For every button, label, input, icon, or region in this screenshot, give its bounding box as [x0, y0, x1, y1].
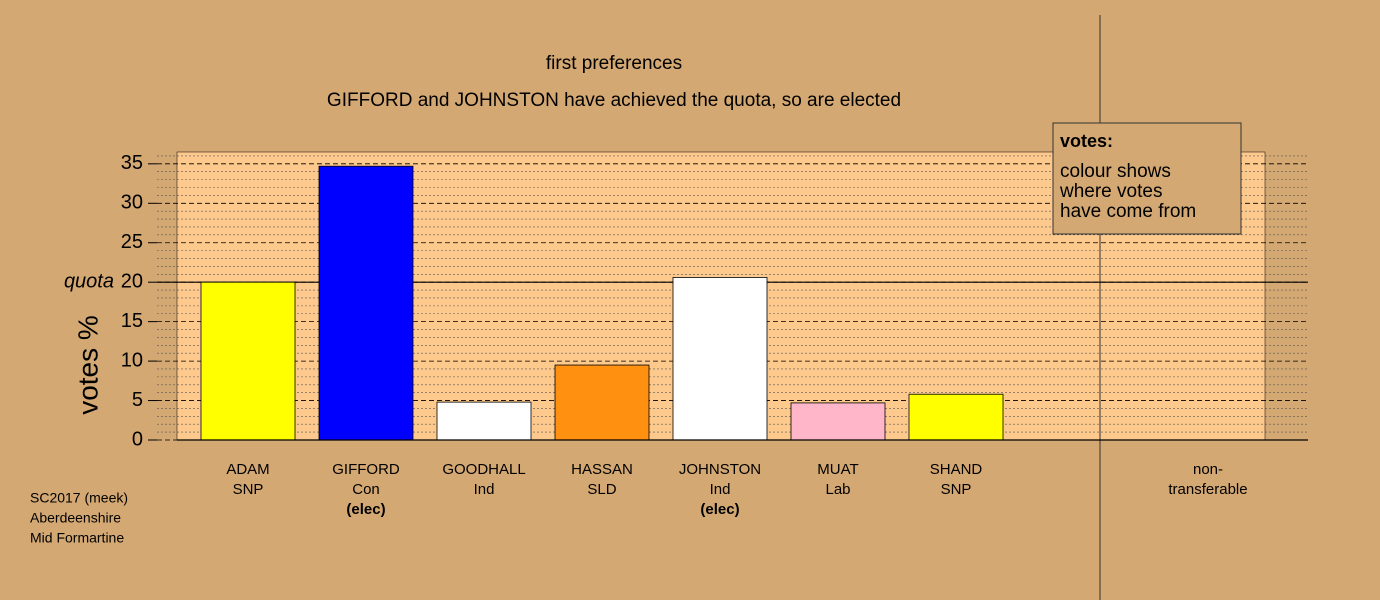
y-tick-label: 25 — [121, 231, 143, 253]
x-tick-label: JOHNSTON — [679, 461, 761, 478]
bar — [318, 165, 414, 441]
chart-subtitle: GIFFORD and JOHNSTON have achieved the q… — [327, 90, 901, 111]
quota-label: quota — [64, 270, 114, 292]
legend-text: have come from — [1060, 201, 1196, 222]
bar — [908, 393, 1004, 441]
party-label: Lab — [825, 481, 850, 498]
legend-text: where votes — [1059, 181, 1162, 202]
party-label: SLD — [587, 481, 616, 498]
y-tick-label: 5 — [132, 389, 143, 411]
party-label: Con — [352, 481, 380, 498]
y-tick-label: 20 — [121, 270, 143, 292]
bar — [436, 401, 532, 441]
legend-text: colour shows — [1060, 161, 1171, 182]
party-label: SNP — [941, 481, 972, 498]
bar — [200, 281, 296, 441]
party-label: Ind — [474, 481, 495, 498]
footer: Aberdeenshire — [30, 510, 121, 526]
footer: Mid Formartine — [30, 530, 124, 546]
plot: 0 5 10 15 20 25 30 35 quota ADAM SNP GIFFORD Con (ele… — [64, 152, 1308, 518]
legend-box — [1052, 122, 1242, 235]
x-tick-label: GOODHALL — [442, 461, 525, 478]
x-tick-label: non-transferable — [1168, 461, 1247, 498]
chart-title: first preferences — [546, 53, 682, 74]
y-tick-label: 15 — [121, 310, 143, 332]
elected-note: (elec) — [346, 501, 385, 518]
x-tick-label: GIFFORD — [332, 461, 400, 478]
y-tick-label: 35 — [121, 152, 143, 174]
x-tick-label: MUAT — [817, 461, 858, 478]
y-axis-label: votes % — [72, 315, 103, 415]
bar — [672, 277, 768, 441]
x-tick-label: SHAND — [930, 461, 983, 478]
elected-note: (elec) — [700, 501, 739, 518]
y-tick-label: 30 — [121, 192, 143, 214]
y-tick-label: 10 — [121, 349, 143, 371]
bar — [554, 364, 650, 441]
x-tick-label: HASSAN — [571, 461, 633, 478]
x-tick-label: ADAM — [226, 461, 269, 478]
bar — [790, 402, 886, 441]
party-label: SNP — [233, 481, 264, 498]
party-label: Ind — [710, 481, 731, 498]
legend-title: votes: — [1060, 131, 1113, 151]
footer: SC2017 (meek) — [30, 490, 128, 506]
y-tick-label: 0 — [132, 428, 143, 450]
